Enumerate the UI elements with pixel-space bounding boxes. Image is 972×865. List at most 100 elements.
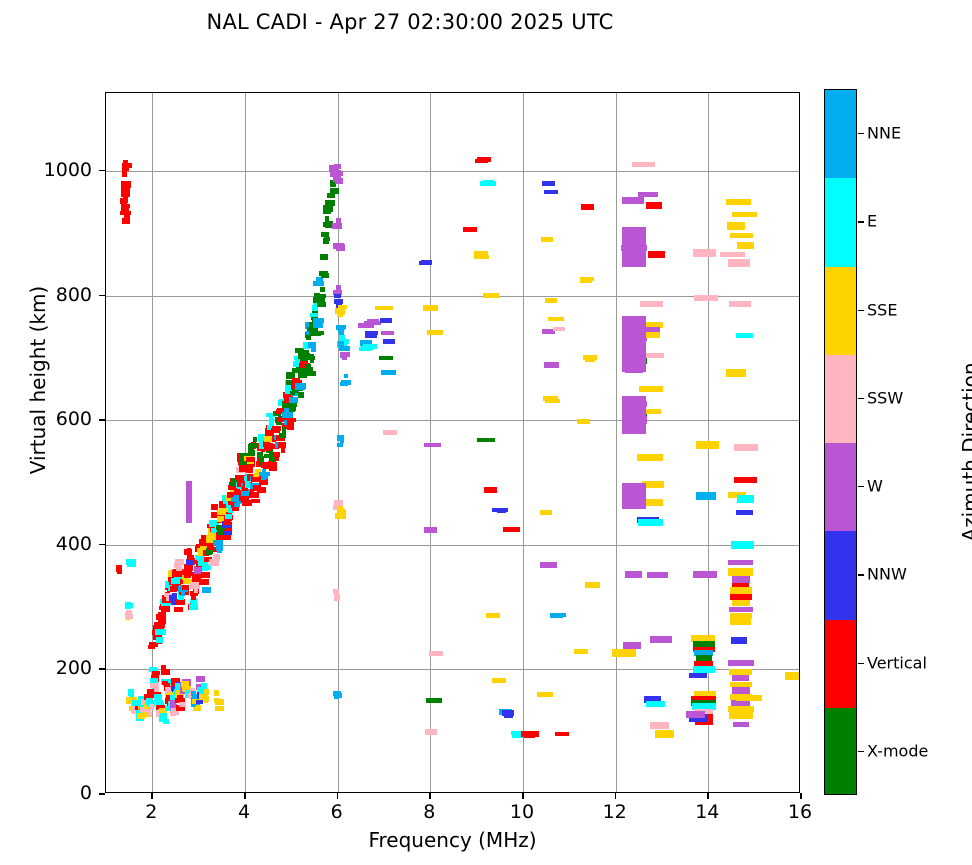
echo-mark [728,301,751,308]
echo-mark [333,588,340,595]
echo-mark [732,600,750,607]
echo-mark [170,699,176,707]
echo-mark [148,644,155,649]
colorbar-tick-mark [858,221,864,223]
echo-mark [696,441,719,449]
echo-mark [637,454,663,461]
echo-mark [736,695,762,701]
x-tick-label: 14 [695,801,720,823]
echo-mark [336,509,347,516]
x-tick-mark [614,793,617,799]
echo-mark [214,699,224,705]
echo-mark [541,328,555,335]
echo-mark [622,642,641,650]
echo-mark [730,232,754,239]
echo-mark [184,564,193,571]
echo-mark [731,576,750,583]
echo-mark [729,587,752,595]
y-tick-label: 200 [55,657,92,680]
colorbar-tick-mark [858,750,864,753]
echo-mark [264,429,274,436]
echo-mark [284,397,291,403]
echo-mark [122,195,129,203]
echo-mark [140,706,151,712]
echo-mark [693,690,716,696]
echo-mark [181,570,192,576]
colorbar-segment-ssw [825,354,856,444]
echo-mark [147,711,153,716]
echo-mark [335,177,343,185]
x-tick-mark [800,793,802,799]
echo-mark [282,392,293,399]
echo-mark [340,346,350,351]
echo-mark [337,324,347,329]
echo-mark [427,330,443,336]
echo-mark [302,360,308,365]
echo-mark [336,442,344,448]
echo-mark [217,528,226,535]
echo-mark [162,681,168,686]
echo-mark [138,695,148,702]
colorbar-tick-mark [858,397,864,400]
echo-mark [307,353,314,358]
echo-mark [292,387,299,393]
echo-mark [294,383,305,390]
colorbar-tick-mark [858,574,864,576]
echo-mark [173,607,183,612]
echo-mark [267,461,275,466]
echo-mark [174,562,182,569]
echo-mark [182,685,190,691]
echo-mark [473,254,489,260]
echo-mark [171,584,181,589]
echo-mark [192,572,202,578]
echo-mark [289,397,297,403]
echo-mark [258,478,269,485]
colorbar-segment-x-mode [825,707,856,794]
echo-mark [312,305,319,311]
echo-mark [340,381,349,387]
echo-mark [725,199,752,205]
echo-mark [357,322,374,328]
echo-mark [172,569,181,574]
echo-mark [312,330,322,337]
echo-mark [482,292,499,299]
x-tick-mark [151,793,153,799]
echo-mark [302,349,310,355]
echo-mark [176,694,183,701]
echo-mark [197,547,205,553]
echo-mark [622,483,647,510]
echo-mark [197,558,205,566]
echo-mark [583,355,598,361]
echo-mark [213,539,223,545]
echo-mark [551,612,566,617]
echo-mark [214,690,219,696]
echo-mark [573,649,589,655]
colorbar-tick-mark [858,486,864,488]
echo-mark [694,649,714,657]
echo-mark [208,531,217,537]
echo-mark [696,492,716,500]
echo-mark [729,612,753,619]
colorbar-label-sse: SSE [867,300,898,320]
echo-mark [295,348,305,353]
x-tick-label: 6 [330,801,343,823]
echo-mark [648,251,665,258]
echo-mark [167,571,176,577]
echo-mark [692,646,715,652]
gridline-horizontal [106,295,799,297]
echo-mark [292,361,302,367]
echo-mark [156,614,167,620]
x-tick-mark [707,793,709,799]
echo-mark [325,200,335,206]
echo-mark [124,192,129,198]
echo-mark [581,204,595,210]
echo-mark [330,188,339,195]
echo-mark [624,571,643,579]
echo-mark [269,465,278,472]
echo-mark [364,333,378,338]
y-tick-mark [99,294,105,297]
x-tick-mark [522,793,524,799]
echo-mark [339,335,346,341]
echo-mark [128,689,134,696]
colorbar-tick-mark [858,133,864,135]
